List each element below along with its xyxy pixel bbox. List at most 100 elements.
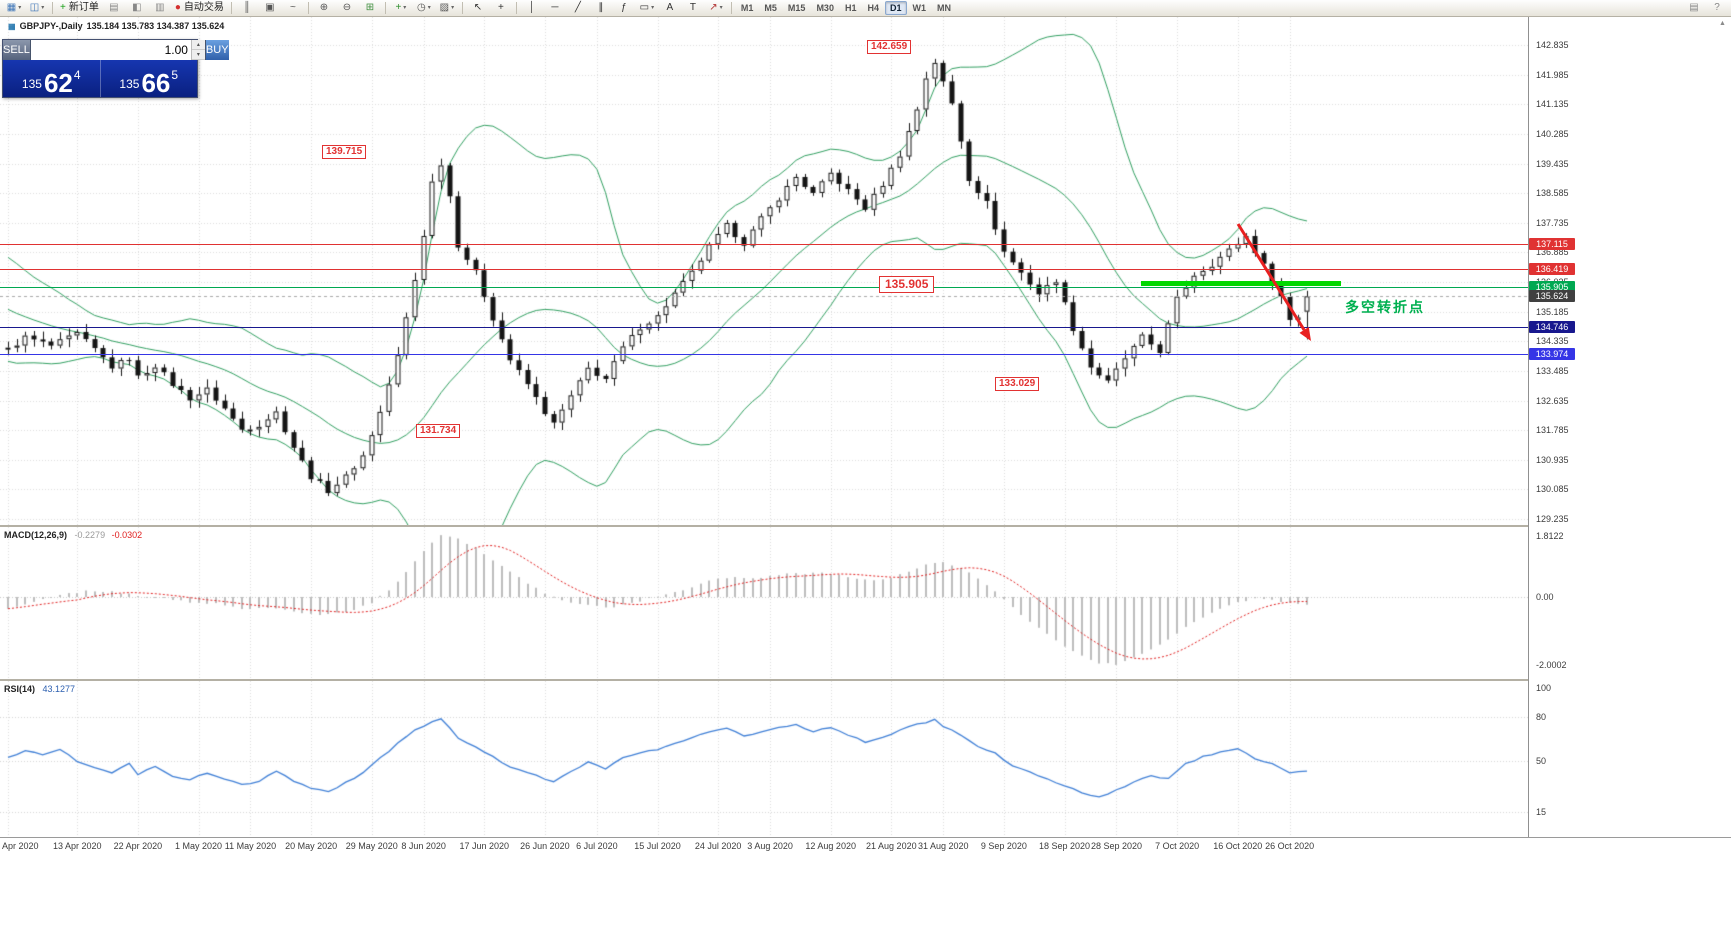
terminal-icon: ▥ bbox=[155, 2, 165, 13]
date-axis-label: 31 Aug 2020 bbox=[917, 841, 969, 851]
trendline-button[interactable]: ╱ bbox=[567, 0, 589, 17]
help-button[interactable]: ? bbox=[1706, 0, 1728, 17]
help-icon: ? bbox=[1714, 2, 1720, 13]
bid-prefix: 135 bbox=[21, 77, 42, 91]
date-axis-label: 13 Apr 2020 bbox=[52, 841, 102, 851]
panel-separator-macd[interactable] bbox=[0, 525, 1731, 527]
date-axis-label: 29 May 2020 bbox=[345, 841, 398, 851]
cursor-button[interactable]: ↖ bbox=[467, 0, 489, 17]
chart-title: ▦ GBPJPY-,Daily 135.184 135.783 134.387 … bbox=[8, 21, 224, 31]
zoom-in-button[interactable]: ⊕ bbox=[313, 0, 335, 17]
toolbar-separator bbox=[307, 2, 309, 14]
rsi-value: 43.1277 bbox=[42, 684, 76, 694]
timeframe-m1-button[interactable]: M1 bbox=[740, 3, 754, 13]
periods-button[interactable]: ◷ ▾ bbox=[413, 0, 435, 17]
date-axis-label: 24 Jul 2020 bbox=[694, 841, 742, 851]
annotation-text[interactable]: 多空转折点 bbox=[1345, 299, 1425, 315]
ask-prefix: 135 bbox=[119, 77, 140, 91]
new-order-button[interactable]: + 新订单 bbox=[57, 0, 102, 17]
price-axis[interactable] bbox=[1528, 17, 1731, 837]
market-watch-icon: ▤ bbox=[109, 2, 119, 13]
zoom-in-icon: ⊕ bbox=[319, 2, 329, 13]
timeframe-w1-button[interactable]: W1 bbox=[912, 3, 927, 13]
date-axis-label: 18 Sep 2020 bbox=[1038, 841, 1091, 851]
cursor-icon: ↖ bbox=[473, 2, 483, 13]
buy-button[interactable]: BUY bbox=[205, 40, 229, 60]
timeframe-m30-button[interactable]: M30 bbox=[816, 3, 834, 13]
indicators-button[interactable]: + ▾ bbox=[390, 0, 412, 17]
panel-separator-rsi[interactable] bbox=[0, 679, 1731, 681]
timeframe-h4-button[interactable]: H4 bbox=[867, 3, 879, 13]
date-axis-label: 12 Aug 2020 bbox=[805, 841, 856, 851]
rsi-canvas[interactable] bbox=[0, 681, 1528, 837]
volume-down-button[interactable]: ▾ bbox=[191, 50, 205, 60]
macd-canvas[interactable] bbox=[0, 527, 1528, 679]
toolbar-separator bbox=[384, 2, 386, 14]
economic-calendar-button[interactable]: ▤ bbox=[1683, 0, 1705, 17]
caret-down-icon: ▾ bbox=[403, 5, 407, 11]
arrows-icon: ↗ bbox=[709, 2, 718, 13]
new-order-icon: + bbox=[60, 2, 66, 13]
auto-trading-button[interactable]: ● 自动交易 bbox=[172, 0, 227, 17]
chart-line-button[interactable]: ~ bbox=[282, 0, 304, 17]
crosshair-button[interactable]: + bbox=[490, 0, 512, 17]
data-window-button[interactable]: ◧ bbox=[126, 0, 148, 17]
caret-down-icon: ▾ bbox=[427, 5, 431, 11]
zoom-out-button[interactable]: ⊖ bbox=[336, 0, 358, 17]
vertical-line-button[interactable]: │ bbox=[521, 0, 543, 17]
new-chart-button[interactable]: ▦ ▾ bbox=[3, 0, 25, 17]
volume-input[interactable] bbox=[30, 40, 191, 60]
auto-trading-label: 自动交易 bbox=[183, 2, 224, 13]
bid-price[interactable]: 135 62 4 bbox=[3, 60, 101, 97]
ask-price[interactable]: 135 66 5 bbox=[101, 60, 198, 97]
zoom-out-icon: ⊖ bbox=[342, 2, 352, 13]
data-window-icon: ◧ bbox=[132, 2, 142, 13]
sell-button[interactable]: SELL bbox=[3, 40, 31, 60]
scroll-up-marker[interactable]: ▲ bbox=[1719, 20, 1726, 27]
templates-button[interactable]: ▨ ▾ bbox=[436, 0, 458, 17]
text-label-button[interactable]: T bbox=[682, 0, 704, 17]
horizontal-line-button[interactable]: ─ bbox=[544, 0, 566, 17]
new-chart-icon: ▦ bbox=[6, 2, 17, 13]
date-axis-label: 3 Aug 2020 bbox=[747, 841, 793, 851]
chart-profiles-button[interactable]: ◫ ▾ bbox=[26, 0, 48, 17]
equidistant-channel-icon: ∥ bbox=[598, 2, 604, 13]
volume-stepper: ▴ ▾ bbox=[190, 40, 205, 60]
chart-bars-icon: ║ bbox=[243, 2, 251, 13]
text-button[interactable]: A bbox=[659, 0, 681, 17]
timeframe-d1-button[interactable]: D1 bbox=[884, 1, 907, 15]
auto-trading-icon: ● bbox=[174, 2, 181, 13]
date-axis-label: 1 May 2020 bbox=[175, 841, 223, 851]
date-axis-label: 20 May 2020 bbox=[285, 841, 338, 851]
chart-candles-button[interactable]: ▣ bbox=[259, 0, 281, 17]
timeframe-m5-button[interactable]: M5 bbox=[764, 3, 777, 13]
rsi-name: RSI(14) bbox=[4, 684, 36, 694]
volume-up-button[interactable]: ▴ bbox=[191, 40, 205, 50]
price-chart-canvas[interactable] bbox=[0, 17, 1528, 525]
date-axis-label: 26 Oct 2020 bbox=[1265, 841, 1315, 851]
toolbar: ▦ ▾ ◫ ▾ + 新订单 ▤ ◧ ▥ ● 自动交易 ║ ▣ ~ ⊕ ⊖ ⊞ + ▾ ◷ ▾ ▨ ▾ ↖ + │ ─ ╱ ∥ ƒ ▭ ▾ A T ↗… bbox=[0, 0, 1731, 17]
tile-windows-button[interactable]: ⊞ bbox=[359, 0, 381, 17]
timeframe-mn-button[interactable]: MN bbox=[937, 3, 951, 13]
bid-sup: 4 bbox=[73, 68, 81, 82]
fibonacci-button[interactable]: ƒ bbox=[613, 0, 635, 17]
shapes-button[interactable]: ▭ ▾ bbox=[636, 0, 658, 17]
timeframe-m15-button[interactable]: M15 bbox=[787, 3, 806, 13]
symbol-period-label: GBPJPY-,Daily bbox=[19, 21, 83, 31]
chart-bars-button[interactable]: ║ bbox=[236, 0, 258, 17]
date-axis-label: 15 Jul 2020 bbox=[634, 841, 681, 851]
caret-down-icon: ▾ bbox=[18, 5, 22, 11]
toolbar-separator bbox=[461, 2, 463, 14]
equidistant-channel-button[interactable]: ∥ bbox=[590, 0, 612, 17]
date-axis-label: 7 Oct 2020 bbox=[1155, 841, 1200, 851]
date-axis-label: 8 Jun 2020 bbox=[401, 841, 446, 851]
text-label-icon: T bbox=[689, 2, 696, 13]
market-watch-button[interactable]: ▤ bbox=[103, 0, 125, 17]
timeframe-h1-button[interactable]: H1 bbox=[844, 3, 857, 13]
fibonacci-icon: ƒ bbox=[621, 2, 627, 13]
macd-label: MACD(12,26,9) -0.2279 -0.0302 bbox=[4, 530, 142, 540]
vertical-line-icon: │ bbox=[528, 2, 536, 13]
terminal-button[interactable]: ▥ bbox=[149, 0, 171, 17]
ask-big: 66 bbox=[141, 67, 171, 98]
arrows-button[interactable]: ↗ ▾ bbox=[705, 0, 727, 17]
